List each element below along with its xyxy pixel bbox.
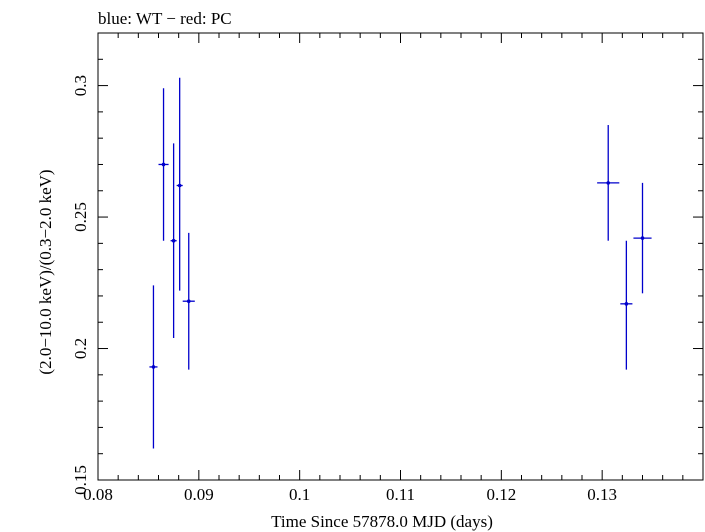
data-point <box>149 285 158 449</box>
x-axis: 0.08 0.09 0.1 0.11 0.12 0.13 <box>83 33 684 504</box>
y-axis: 0.15 0.2 0.25 0.3 <box>71 58 703 495</box>
data-series <box>149 77 652 449</box>
data-point <box>620 240 633 370</box>
series <box>149 77 652 449</box>
x-tick-label: 0.08 <box>83 485 113 504</box>
x-tick-label: 0.12 <box>486 485 516 504</box>
x-tick-label: 0.11 <box>386 485 415 504</box>
point-marker <box>161 162 166 167</box>
data-point <box>158 88 169 241</box>
y-tick-label: 0.25 <box>71 202 90 232</box>
chart-title: blue: WT − red: PC <box>98 9 232 28</box>
point-marker <box>177 183 182 188</box>
data-point <box>633 182 652 294</box>
x-tick-label: 0.09 <box>184 485 214 504</box>
point-marker <box>151 365 156 369</box>
y-axis-label: (2.0−10.0 keV)/(0.3−2.0 keV) <box>36 169 55 374</box>
data-point <box>182 232 195 370</box>
y-tick-label: 0.3 <box>71 75 90 96</box>
data-point <box>176 77 183 291</box>
y-tick-label: 0.15 <box>71 465 90 495</box>
point-marker <box>171 238 176 243</box>
x-tick-label: 0.13 <box>587 485 617 504</box>
point-marker <box>640 236 645 240</box>
y-tick-label: 0.2 <box>71 338 90 359</box>
point-marker <box>606 181 611 185</box>
x-tick-label: 0.1 <box>289 485 310 504</box>
data-point <box>170 143 177 339</box>
x-axis-label: Time Since 57878.0 MJD (days) <box>271 512 493 531</box>
point-marker <box>186 299 191 304</box>
point-marker <box>624 302 629 306</box>
data-point <box>597 125 620 241</box>
